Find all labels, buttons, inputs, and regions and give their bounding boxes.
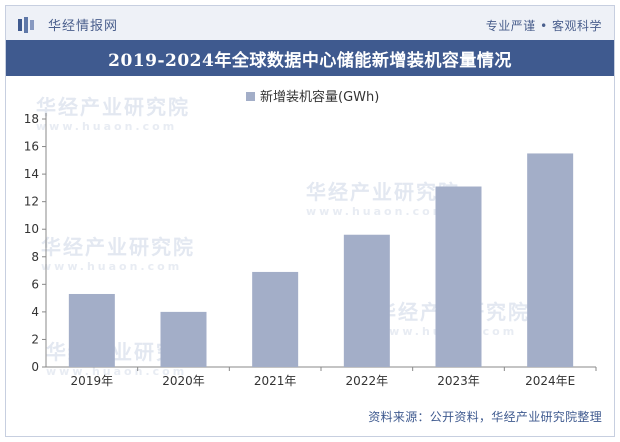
- x-tick-label: 2020年: [162, 374, 205, 388]
- y-tick-label: 0: [31, 360, 39, 374]
- y-tick-label: 4: [31, 305, 39, 319]
- x-tick-label: 2024年E: [525, 374, 575, 388]
- x-tick-label: 2019年: [71, 374, 114, 388]
- legend-swatch: [246, 92, 255, 101]
- y-tick-label: 10: [24, 222, 39, 236]
- chart-frame: 华经产业研究院 www.huaon.com 华经产业研究院 www.huaon.co…: [5, 5, 615, 437]
- source-note: 资料来源：公开资料，华经产业研究院整理: [368, 410, 602, 424]
- x-tick-label: 2022年: [346, 374, 389, 388]
- bar: [435, 186, 482, 367]
- bar: [343, 234, 390, 367]
- y-tick-label: 6: [31, 277, 39, 291]
- header-bar: 华经情报网 专业严谨 • 客观科学: [6, 6, 614, 40]
- bar: [68, 293, 115, 367]
- y-tick-label: 18: [24, 112, 39, 126]
- legend-label: 新增装机容量(GWh): [260, 89, 379, 105]
- x-tick-label: 2023年: [437, 374, 480, 388]
- bar: [160, 311, 207, 367]
- tagline: 专业严谨 • 客观科学: [485, 19, 602, 33]
- brand: 华经情报网: [18, 15, 118, 34]
- bar: [527, 153, 574, 367]
- bar: [252, 271, 299, 367]
- bar-chart: 新增装机容量(GWh) 0 2 4 6 8 10 12 14 16 18 2019年 2020年 2021…: [24, 89, 597, 388]
- x-tick-label: 2021年: [254, 374, 297, 388]
- y-tick-label: 14: [24, 167, 39, 181]
- brand-logo-icon: [18, 16, 34, 33]
- brand-name: 华经情报网: [48, 19, 119, 34]
- chart-title: 2019-2024年全球数据中心储能新增装机容量情况: [108, 50, 512, 71]
- y-tick-label: 16: [24, 140, 39, 154]
- y-tick-label: 8: [31, 250, 39, 264]
- y-tick-label: 2: [31, 332, 39, 346]
- y-tick-label: 12: [24, 195, 39, 209]
- title-bar: 2019-2024年全球数据中心储能新增装机容量情况: [6, 40, 614, 76]
